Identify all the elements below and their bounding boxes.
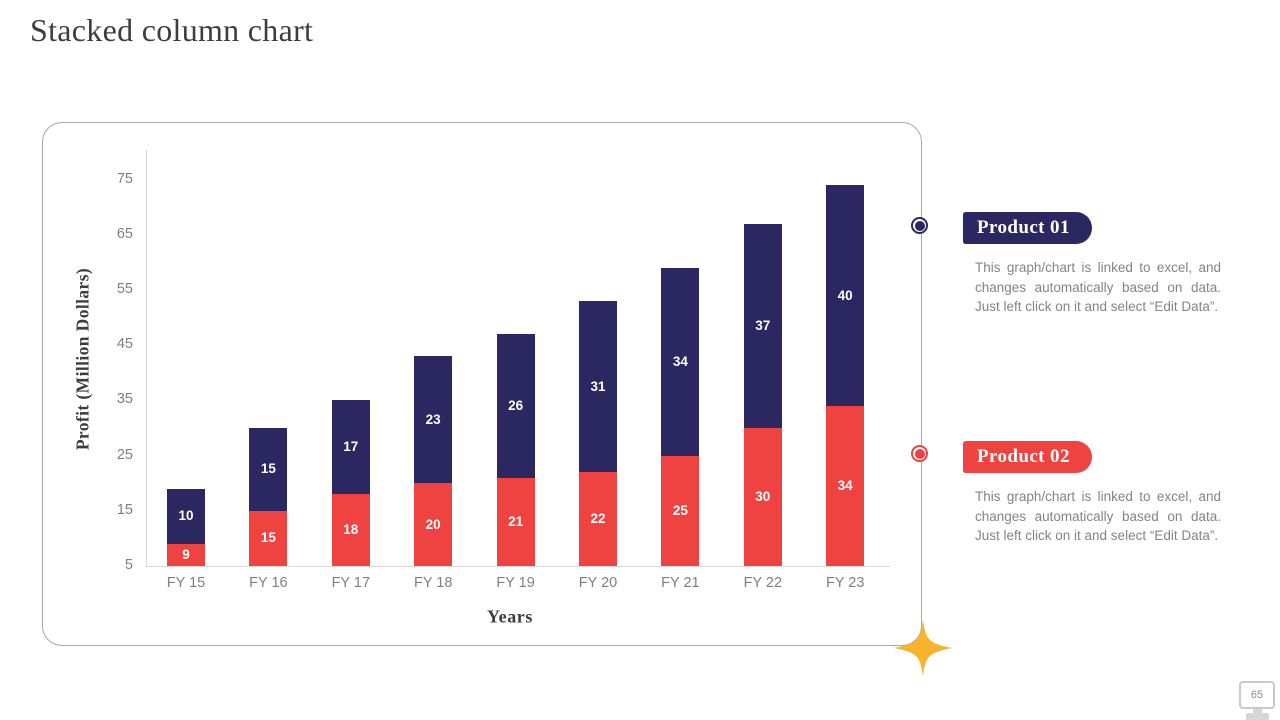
legend-bullet-product-01 bbox=[911, 217, 928, 234]
bar-segment-product-01[interactable] bbox=[743, 223, 782, 428]
bar-value-label: 18 bbox=[343, 522, 359, 538]
bar-value-label: 34 bbox=[672, 353, 688, 369]
bar-segment-product-01[interactable] bbox=[496, 334, 535, 478]
page-number: 65 bbox=[1250, 689, 1264, 701]
bar-value-label: 22 bbox=[590, 511, 606, 527]
x-category-label: FY 20 bbox=[578, 575, 618, 591]
bar-segment-product-02[interactable] bbox=[579, 472, 617, 566]
bar-value-label: 37 bbox=[755, 317, 771, 333]
bar-segment-product-01[interactable] bbox=[331, 400, 370, 495]
bar-segment-product-01[interactable] bbox=[826, 185, 865, 406]
bar-segment-product-02[interactable] bbox=[826, 405, 865, 566]
y-tick-label: 55 bbox=[116, 281, 133, 297]
legend-bullet-product-02 bbox=[911, 445, 928, 462]
bar-value-label: 15 bbox=[260, 461, 276, 477]
bar-segment-product-02[interactable] bbox=[496, 477, 535, 566]
bar-segment-product-01[interactable] bbox=[414, 356, 453, 484]
y-tick-label: 25 bbox=[116, 446, 133, 463]
bar-segment-product-02[interactable] bbox=[743, 428, 782, 566]
bar-segment-product-01[interactable] bbox=[579, 301, 617, 473]
bar-value-label: 23 bbox=[425, 411, 441, 427]
bar-segment-product-02[interactable] bbox=[661, 455, 700, 566]
bar-segment-product-02[interactable] bbox=[249, 510, 288, 566]
y-tick-label: 75 bbox=[116, 170, 133, 187]
bar-segment-product-01[interactable] bbox=[167, 488, 205, 544]
x-category-label: FY 22 bbox=[743, 575, 783, 591]
bullet-dot-icon bbox=[914, 220, 925, 231]
bar-value-label: 9 bbox=[182, 546, 190, 562]
page-title: Stacked column chart bbox=[30, 12, 314, 48]
y-tick-label: 15 bbox=[116, 501, 133, 518]
bar-segment-product-01[interactable] bbox=[661, 267, 700, 456]
x-category-label: FY 16 bbox=[249, 575, 288, 591]
x-category-label: FY 17 bbox=[331, 575, 371, 591]
monitor-icon: 65 bbox=[1239, 681, 1275, 709]
bullet-dot-icon bbox=[914, 448, 925, 459]
legend-badge-product-01[interactable]: Product 01 bbox=[963, 212, 1092, 244]
legend-description-product-01: This graph/chart is linked to excel, and… bbox=[975, 260, 1221, 314]
bar-segment-product-02[interactable] bbox=[167, 543, 205, 566]
four-point-star-icon bbox=[894, 619, 952, 677]
bar-segment-product-01[interactable] bbox=[249, 428, 288, 511]
bar-value-label: 20 bbox=[425, 516, 441, 532]
x-category-label: FY 19 bbox=[496, 575, 535, 591]
y-axis-line bbox=[146, 150, 147, 567]
legend-description-product-02: This graph/chart is linked to excel, and… bbox=[975, 489, 1221, 543]
bar-value-label: 15 bbox=[260, 530, 276, 546]
bar-value-label: 10 bbox=[178, 508, 194, 524]
monitor-stand-base bbox=[1246, 713, 1269, 720]
bar-value-label: 30 bbox=[755, 489, 771, 504]
bar-value-label: 21 bbox=[508, 513, 524, 529]
bar-value-label: 31 bbox=[590, 378, 606, 394]
bar-segment-product-02[interactable] bbox=[414, 483, 453, 566]
x-axis-title: Years bbox=[487, 606, 533, 627]
x-category-label: FY 15 bbox=[166, 575, 206, 591]
chart-container[interactable]: Profit (Million Dollars) Years 5 15 25 35 45… bbox=[42, 122, 922, 646]
y-tick-label: 5 bbox=[124, 557, 133, 573]
x-category-label: FY 18 bbox=[413, 575, 453, 591]
y-tick-label: 35 bbox=[116, 391, 133, 408]
x-axis-line bbox=[146, 566, 890, 567]
monitor-stand bbox=[1253, 709, 1262, 714]
bar-value-label: 26 bbox=[508, 397, 524, 413]
bar-value-label: 25 bbox=[672, 502, 688, 518]
y-tick-label: 45 bbox=[116, 336, 133, 353]
x-category-label: FY 21 bbox=[661, 575, 700, 591]
y-tick-label: 65 bbox=[116, 225, 133, 242]
legend-badge-product-02[interactable]: Product 02 bbox=[963, 441, 1092, 473]
bar-value-label: 17 bbox=[343, 439, 359, 455]
bar-value-label: 34 bbox=[837, 477, 853, 493]
bar-value-label: 40 bbox=[837, 287, 853, 303]
bar-segment-product-02[interactable] bbox=[331, 494, 370, 566]
x-category-label: FY 23 bbox=[825, 575, 865, 591]
